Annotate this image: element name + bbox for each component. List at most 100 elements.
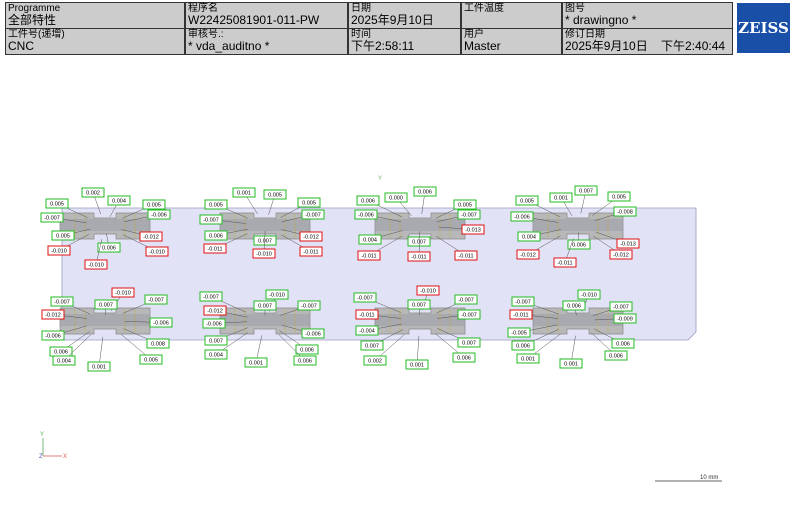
measurement-label: 0.005 — [139, 354, 163, 365]
label-value: -0.012 — [613, 253, 629, 259]
label-box — [511, 296, 535, 307]
measurement-label: -0.006 — [202, 318, 226, 329]
label-box — [516, 249, 540, 260]
label-box — [51, 230, 75, 241]
measurement-label: -0.004 — [355, 325, 379, 336]
label-box — [356, 195, 380, 206]
measurement-label: 0.007 — [253, 300, 277, 311]
field-label: 程序名 — [188, 3, 218, 14]
label-box — [511, 340, 535, 351]
label-box — [509, 309, 533, 320]
label-value: 0.005 — [612, 195, 626, 201]
label-box — [510, 211, 534, 222]
label-value: -0.007 — [357, 296, 373, 302]
label-value: -0.012 — [520, 253, 536, 259]
label-box — [559, 358, 583, 369]
measurement-label: 0.005 — [263, 189, 287, 200]
field-value: 全部特性 — [8, 13, 57, 27]
label-value: -0.006 — [45, 334, 61, 340]
axis-label: Y — [40, 432, 44, 438]
label-value: -0.012 — [303, 235, 319, 241]
label-box — [517, 231, 541, 242]
label-value: 0.004 — [209, 353, 223, 359]
label-value: -0.006 — [153, 321, 169, 327]
measurement-label: -0.013 — [616, 238, 640, 249]
measurement-label: 0.000 — [384, 192, 408, 203]
label-box — [360, 340, 384, 351]
label-box — [355, 309, 379, 320]
label-box — [253, 235, 277, 246]
label-value: -0.007 — [203, 218, 219, 224]
label-value: 0.004 — [112, 199, 126, 205]
measurement-label: 0.004 — [204, 349, 228, 360]
label-box — [87, 361, 111, 372]
label-value: -0.013 — [465, 228, 481, 234]
label-value: -0.007 — [203, 295, 219, 301]
label-box — [611, 338, 635, 349]
measurement-label: 0.006 — [452, 352, 476, 363]
label-box — [144, 294, 168, 305]
label-box — [297, 300, 321, 311]
field-label: 用户 — [464, 29, 484, 40]
measurement-label: 0.001 — [559, 358, 583, 369]
field-value: CNC — [8, 39, 34, 53]
label-value: -0.010 — [256, 252, 272, 258]
label-box — [50, 296, 74, 307]
label-box — [553, 257, 577, 268]
header-cell: 审核号.: * vda_auditno * — [185, 28, 348, 55]
label-box — [252, 248, 276, 259]
label-box — [384, 192, 408, 203]
measurement-label: -0.006 — [147, 209, 171, 220]
label-value: -0.011 — [359, 313, 374, 319]
label-value: -0.011 — [557, 261, 572, 267]
label-value: -0.011 — [458, 254, 473, 260]
label-box — [413, 186, 437, 197]
label-value: 0.007 — [462, 341, 476, 347]
measurement-label: 0.001 — [549, 192, 573, 203]
field-value: 下午2:58:11 — [351, 39, 415, 53]
measurement-label: -0.011 — [355, 309, 379, 320]
label-box — [507, 327, 531, 338]
label-box — [244, 357, 268, 368]
measurement-label: 0.005 — [515, 195, 539, 206]
header-cell: 用户 Master — [461, 28, 562, 55]
label-value: 0.005 — [268, 193, 282, 199]
label-box — [457, 209, 481, 220]
label-value: -0.011 — [361, 254, 376, 260]
label-value: 0.007 — [365, 344, 379, 350]
measurement-label: -0.006 — [41, 330, 65, 341]
label-box — [146, 338, 170, 349]
measurement-label: -0.012 — [203, 305, 227, 316]
label-value: -0.007 — [148, 298, 164, 304]
header-cell: 图号 * drawingno * — [562, 2, 733, 29]
label-box — [299, 246, 323, 257]
measurement-label: 0.007 — [253, 235, 277, 246]
part-detail — [220, 219, 310, 231]
label-box — [81, 187, 105, 198]
label-box — [405, 359, 429, 370]
measurement-label: 0.001 — [87, 361, 111, 372]
label-value: -0.006 — [206, 322, 222, 328]
measurement-label: -0.011 — [299, 246, 323, 257]
part-detail — [533, 314, 623, 326]
label-box — [354, 209, 378, 220]
measurement-label: 0.006 — [562, 300, 586, 311]
label-value: -0.010 — [149, 250, 165, 256]
label-value: 0.001 — [237, 191, 251, 197]
label-value: -0.007 — [461, 213, 477, 219]
measurement-label: 0.001 — [244, 357, 268, 368]
label-value: 0.006 — [209, 234, 223, 240]
label-box — [40, 212, 64, 223]
label-value: 0.001 — [410, 363, 424, 369]
measurement-label: 0.005 — [204, 199, 228, 210]
measurement-label: -0.007 — [511, 296, 535, 307]
label-value: -0.010 — [269, 293, 285, 299]
label-box — [407, 299, 431, 310]
label-box — [199, 214, 223, 225]
measurement-label: -0.010 — [145, 246, 169, 257]
label-value: 0.006 — [609, 354, 623, 360]
label-box — [515, 195, 539, 206]
measurement-label: -0.007 — [297, 300, 321, 311]
measurement-label: 0.007 — [407, 299, 431, 310]
label-value: -0.007 — [44, 216, 60, 222]
